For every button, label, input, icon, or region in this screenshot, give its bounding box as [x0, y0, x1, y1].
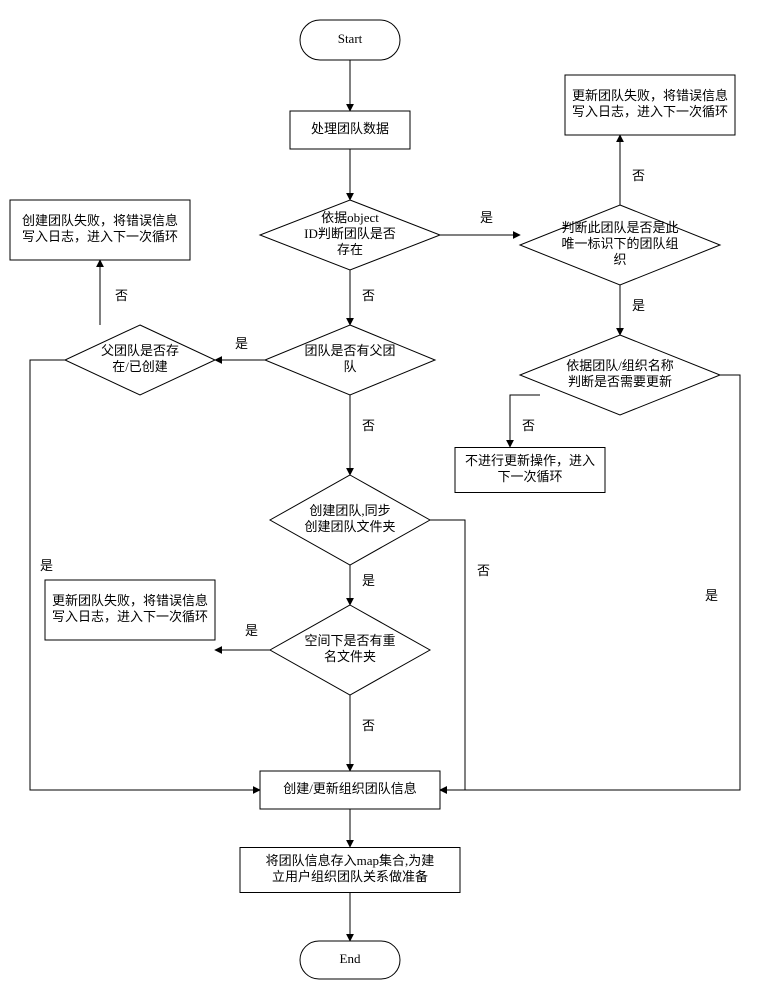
node-label: 更新团队失败，将错误信息写入日志，进入下一次循环 [572, 88, 728, 119]
node-label: 创建团队,同步创建团队文件夹 [304, 503, 395, 534]
node-err_create: 创建团队失败，将错误信息写入日志，进入下一次循环 [10, 200, 190, 260]
edge-label: 否 [632, 168, 645, 183]
node-d_dup_folder: 空间下是否有重名文件夹 [270, 605, 430, 695]
edge-label: 是 [705, 588, 718, 603]
edge-label: 否 [362, 288, 375, 303]
node-label: 父团队是否存在/已创建 [101, 343, 179, 374]
flowchart-canvas: 是否否是否是是否否是是否是否Start处理团队数据更新团队失败，将错误信息写入日… [0, 0, 783, 1000]
node-d_parent_exist: 父团队是否存在/已创建 [65, 325, 215, 395]
edge-label: 是 [235, 336, 248, 351]
node-d_unique: 判断此团队是否是此唯一标识下的团队组织 [520, 205, 720, 285]
node-label: End [340, 951, 361, 966]
node-create_update: 创建/更新组织团队信息 [260, 771, 440, 809]
node-d_objid: 依据objectID判断团队是否存在 [260, 200, 440, 270]
edge-label: 是 [40, 558, 53, 573]
node-label: 创建团队失败，将错误信息写入日志，进入下一次循环 [22, 213, 178, 244]
edge-label: 否 [522, 418, 535, 433]
node-end: End [300, 941, 400, 979]
node-label: 更新团队失败，将错误信息写入日志，进入下一次循环 [52, 593, 208, 624]
node-label: 依据团队/组织名称判断是否需要更新 [566, 358, 674, 389]
node-label: 处理团队数据 [311, 121, 389, 136]
edge-label: 是 [632, 298, 645, 313]
edge-label: 否 [362, 718, 375, 733]
node-err_update2: 更新团队失败，将错误信息写入日志，进入下一次循环 [45, 580, 215, 640]
node-skip_update: 不进行更新操作，进入下一次循环 [455, 448, 605, 493]
edge [430, 520, 465, 790]
nodes: Start处理团队数据更新团队失败，将错误信息写入日志，进入下一次循环依据obj… [10, 20, 735, 979]
edge-label: 是 [362, 573, 375, 588]
node-create_team: 创建团队,同步创建团队文件夹 [270, 475, 430, 565]
node-start: Start [300, 20, 400, 60]
node-label: Start [338, 31, 363, 46]
edge [440, 375, 740, 790]
node-d_need_update: 依据团队/组织名称判断是否需要更新 [520, 335, 720, 415]
node-label: 创建/更新组织团队信息 [283, 781, 417, 796]
edge-label: 是 [480, 210, 493, 225]
node-err_update: 更新团队失败，将错误信息写入日志，进入下一次循环 [565, 75, 735, 135]
node-label: 将团队信息存入map集合,为建立用户组织团队关系做准备 [266, 853, 435, 884]
node-save_map: 将团队信息存入map集合,为建立用户组织团队关系做准备 [240, 848, 460, 893]
edge-label: 否 [115, 288, 128, 303]
edge-label: 是 [245, 623, 258, 638]
node-process_team: 处理团队数据 [290, 111, 410, 149]
node-d_has_parent: 团队是否有父团队 [265, 325, 435, 395]
edge [30, 360, 260, 790]
edge-label: 否 [362, 418, 375, 433]
edge-label: 否 [477, 563, 490, 578]
